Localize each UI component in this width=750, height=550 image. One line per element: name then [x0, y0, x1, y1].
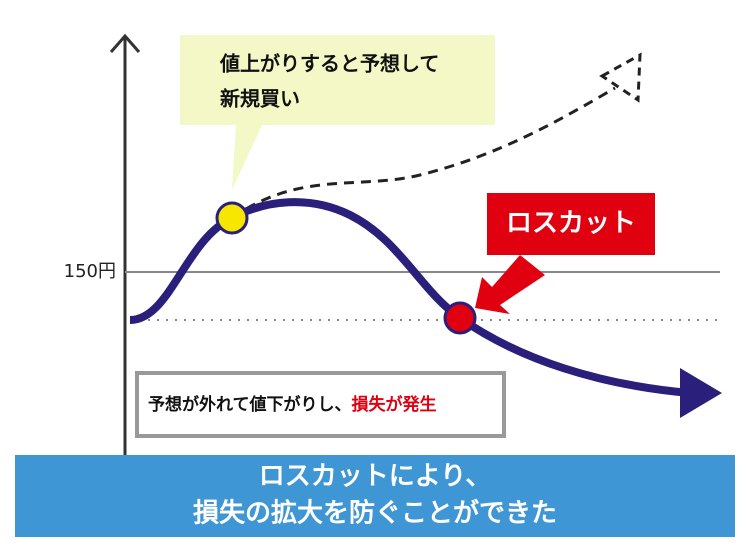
note-highlight: 損失が発生 [352, 394, 437, 415]
banner [15, 455, 735, 537]
stop-loss-label: ロスカット [506, 209, 636, 239]
note-box [135, 371, 506, 438]
price-curve [129, 198, 691, 397]
callout-box [180, 35, 495, 190]
note-text: 予想が外れて値下がりし、損失が発生 [148, 394, 437, 415]
price-label: 150円 [64, 261, 116, 282]
banner-text: ロスカットにより、 [259, 462, 491, 492]
curve-arrow [680, 368, 722, 418]
note-main: 予想が外れて値下がりし、 [148, 394, 352, 415]
stop-loss-box [487, 193, 655, 255]
expected-arrow [599, 52, 642, 103]
callout-text: 値上がりすると予想して [219, 52, 439, 76]
buy-point [215, 201, 249, 235]
stop-loss-arrow [475, 255, 545, 314]
stop-point [443, 301, 477, 335]
expected-path [231, 86, 616, 220]
y-axis-arrow [109, 33, 141, 53]
callout-text: 新規買い [220, 87, 300, 111]
banner-text: 損失の拡大を防ぐことができた [193, 498, 557, 529]
